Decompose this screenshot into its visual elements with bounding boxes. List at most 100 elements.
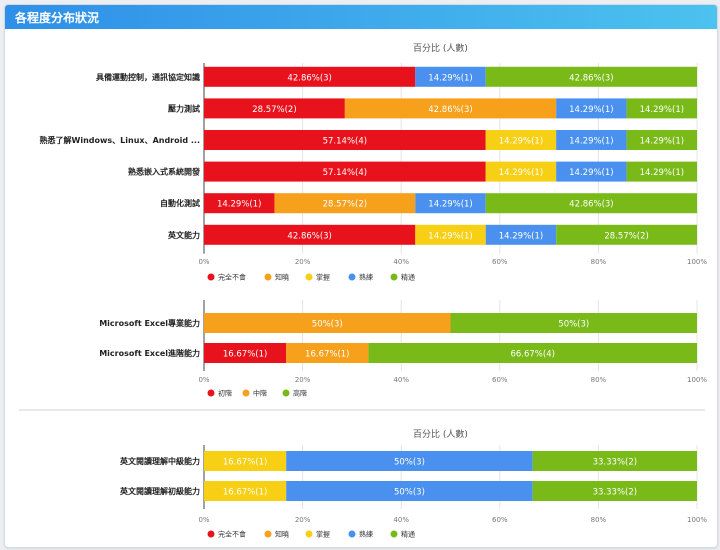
chart-1-data-label: 14.29%(1) — [499, 168, 543, 178]
chart-1-bar-segment — [556, 130, 627, 150]
chart-1-legend-marker — [348, 273, 356, 281]
chart-1-data-label: 57.14%(4) — [323, 137, 367, 147]
chart-1-bar-segment — [626, 98, 698, 119]
distribution-panel: 各程度分布狀況 百分比 (人數) 0% 20% 40% 60% 80% 100% 具備運動控制… — [4, 4, 718, 548]
chart-2-data-label: 50%(3) — [312, 320, 343, 330]
chart-3-data-label: 50%(3) — [394, 488, 425, 498]
chart-1-xtick-label: 100% — [687, 258, 707, 266]
chart-1-category-label: 英文能力 — [167, 230, 200, 240]
chart-2-bar-segment — [368, 343, 698, 363]
charts-canvas: 百分比 (人數) 0% 20% 40% 60% 80% 100% 具備運動控制，通訊協定知識 4… — [19, 42, 707, 539]
chart-2-category-label: Microsoft Excel專業能力 — [99, 318, 200, 328]
chart-2-bar-segment — [204, 313, 451, 333]
chart-3-bar-segment — [286, 481, 533, 501]
chart-1-data-label: 14.29%(1) — [640, 168, 684, 178]
chart-3-legend-marker — [305, 530, 313, 538]
chart-1-bar-segment — [485, 224, 557, 245]
chart-3-title: 百分比 (人數) — [413, 428, 468, 440]
chart-1-data-label: 14.29%(1) — [428, 200, 472, 210]
chart-1-data-label: 28.57%(2) — [252, 105, 296, 115]
chart-1-xtick-label: 60% — [492, 258, 508, 266]
chart-1-category-label: 熟悉了解Windows、Linux、Android ... — [40, 135, 200, 145]
chart-1-data-label: 42.86%(3) — [287, 231, 331, 241]
chart-2-xtick-label: 80% — [591, 376, 607, 384]
chart-2-data-label: 50%(3) — [558, 320, 589, 330]
chart-1-legend-marker — [207, 273, 215, 281]
chart-1-legend-label: 精通 — [401, 273, 415, 282]
chart-3-bar-segment — [532, 451, 697, 471]
chart-1-xtick-label: 80% — [591, 258, 607, 266]
chart-2-xtick-label: 60% — [492, 376, 508, 384]
chart-2-legend-label: 初階 — [218, 389, 232, 398]
chart-2-legend-marker — [207, 389, 215, 397]
chart-1-bar-segment — [274, 193, 416, 214]
chart-1-data-label: 14.29%(1) — [428, 73, 472, 83]
chart-1-category-label: 壓力測試 — [168, 103, 200, 113]
chart-2-xtick-label: 40% — [393, 376, 409, 384]
chart-3-data-label: 50%(3) — [394, 458, 425, 468]
chart-1-bar-segment — [204, 66, 416, 87]
chart-3-legend-label: 完全不會 — [218, 530, 246, 539]
chart-1-data-label: 57.14%(4) — [323, 168, 367, 178]
chart-1-data-label: 42.86%(3) — [287, 73, 331, 83]
chart-1-data-label: 28.57%(2) — [323, 200, 367, 210]
chart-3-category-label: 英文閱讀理解初級能力 — [119, 486, 200, 496]
chart-3-bar-segment — [286, 451, 533, 471]
chart-1-bar-segment — [485, 161, 557, 182]
chart-1-bar-segment — [485, 130, 557, 150]
chart-1-data-label: 14.29%(1) — [499, 231, 543, 241]
chart-1-bar-segment — [485, 66, 698, 87]
chart-1-legend-label: 知曉 — [275, 273, 289, 282]
chart-1-category-label: 具備運動控制，通訊協定知識 — [96, 72, 200, 82]
chart-1-data-label: 42.86%(3) — [428, 105, 472, 115]
chart-3-xtick-label: 80% — [591, 516, 607, 524]
chart-3-xtick-label: 20% — [295, 516, 311, 524]
chart-1-bar-segment — [204, 161, 486, 182]
chart-2-bar-segment — [450, 313, 697, 333]
chart-3-data-label: 16.67%(1) — [223, 458, 267, 468]
chart-1-bar-segment — [485, 193, 698, 214]
chart-1-bar-segment — [556, 98, 627, 119]
chart-2-legend-label: 中階 — [253, 389, 267, 398]
chart-3-xtick-label: 100% — [687, 516, 707, 524]
chart-1-bar-segment — [415, 193, 486, 214]
chart-2-xtick-label: 0% — [198, 376, 209, 384]
chart-2-bar-segment — [204, 343, 287, 363]
chart-1-data-label: 14.29%(1) — [428, 231, 472, 241]
chart-3-legend-label: 熟練 — [359, 530, 373, 539]
chart-1-bar-segment — [556, 224, 698, 245]
chart-2-xtick-label: 100% — [687, 376, 707, 384]
panel-title: 各程度分布狀況 — [15, 11, 100, 25]
chart-1-bar-segment — [626, 161, 698, 182]
chart-1-xtick-label: 20% — [295, 258, 311, 266]
chart-1-data-label: 14.29%(1) — [569, 168, 613, 178]
chart-1-bar-segment — [556, 161, 627, 182]
chart-1-legend-marker — [305, 273, 313, 281]
chart-1-data-label: 28.57%(2) — [604, 231, 648, 241]
panel-header: 各程度分布狀況 — [5, 5, 717, 29]
chart-1-bar-segment — [204, 98, 345, 119]
chart-1-data-label: 14.29%(1) — [569, 105, 613, 115]
chart-3-legend-label: 知曉 — [275, 530, 289, 539]
chart-1-data-label: 14.29%(1) — [640, 137, 684, 147]
chart-2-data-label: 16.67%(1) — [223, 350, 267, 360]
chart-3-legend-marker — [390, 530, 398, 538]
chart-1-bar-segment — [626, 130, 698, 150]
chart-3-legend-marker — [207, 530, 215, 538]
chart-1-xtick-label: 40% — [393, 258, 409, 266]
chart-1-data-label: 42.86%(3) — [569, 200, 613, 210]
chart-3-xtick-label: 0% — [198, 516, 209, 524]
chart-1-data-label: 14.29%(1) — [569, 137, 613, 147]
chart-3-bar-segment — [204, 451, 287, 471]
chart-1-xtick-label: 0% — [198, 258, 209, 266]
chart-1-bar-segment — [344, 98, 557, 119]
chart-1-category-label: 自動化測試 — [160, 198, 200, 208]
chart-3-category-label: 英文閱讀理解中級能力 — [119, 456, 200, 466]
chart-1-bar-segment — [204, 224, 416, 245]
chart-2-data-label: 66.67%(4) — [510, 350, 554, 360]
chart-1-bar-segment — [415, 224, 486, 245]
chart-1-category-label: 熟悉嵌入式系統開發 — [128, 167, 201, 177]
chart-1-legend-marker — [390, 273, 398, 281]
chart-1-bar-segment — [415, 66, 486, 87]
chart-3-data-label: 33.33%(2) — [593, 458, 637, 468]
